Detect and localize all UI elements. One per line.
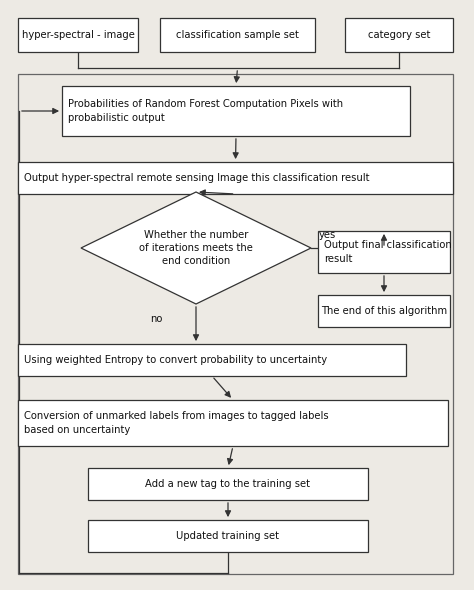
FancyBboxPatch shape <box>160 18 315 52</box>
Text: Using weighted Entropy to convert probability to uncertainty: Using weighted Entropy to convert probab… <box>24 355 327 365</box>
FancyBboxPatch shape <box>345 18 453 52</box>
FancyBboxPatch shape <box>88 520 368 552</box>
Text: hyper-spectral - image: hyper-spectral - image <box>21 30 135 40</box>
Text: Output final classification
result: Output final classification result <box>324 240 452 264</box>
Text: Output hyper-spectral remote sensing Image this classification result: Output hyper-spectral remote sensing Ima… <box>24 173 370 183</box>
FancyBboxPatch shape <box>18 400 448 446</box>
Polygon shape <box>81 192 311 304</box>
FancyBboxPatch shape <box>62 86 410 136</box>
FancyBboxPatch shape <box>18 162 453 194</box>
Text: category set: category set <box>368 30 430 40</box>
Text: Conversion of unmarked labels from images to tagged labels
based on uncertainty: Conversion of unmarked labels from image… <box>24 411 328 435</box>
Text: yes: yes <box>319 230 336 240</box>
Text: Probabilities of Random Forest Computation Pixels with
probabilistic output: Probabilities of Random Forest Computati… <box>68 99 343 123</box>
FancyBboxPatch shape <box>88 468 368 500</box>
Text: The end of this algorithm: The end of this algorithm <box>321 306 447 316</box>
FancyBboxPatch shape <box>18 344 406 376</box>
Text: Whether the number
of iterations meets the
end condition: Whether the number of iterations meets t… <box>139 230 253 266</box>
Text: Updated training set: Updated training set <box>176 531 280 541</box>
FancyBboxPatch shape <box>318 295 450 327</box>
Text: no: no <box>150 314 162 324</box>
FancyBboxPatch shape <box>18 18 138 52</box>
Text: classification sample set: classification sample set <box>176 30 299 40</box>
Text: Add a new tag to the training set: Add a new tag to the training set <box>146 479 310 489</box>
FancyBboxPatch shape <box>318 231 450 273</box>
